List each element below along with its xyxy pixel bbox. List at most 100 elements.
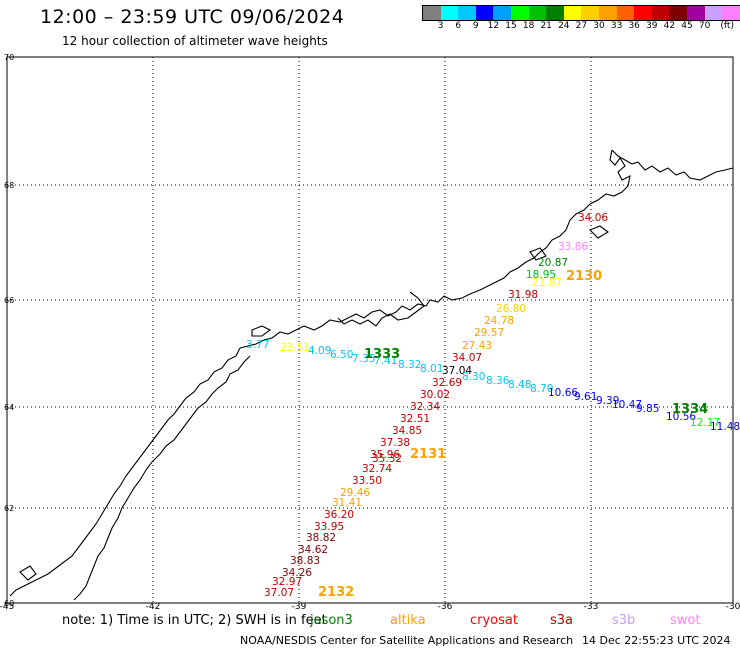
swh-value-label: 33.50 [352, 475, 382, 487]
swh-value-label: 6.50 [330, 349, 353, 361]
pass-id-label: 2132 [318, 585, 354, 600]
map-title: 12:00 – 23:59 UTC 09/06/2024 [40, 6, 345, 28]
swh-value-label: 34.07 [452, 352, 482, 364]
swh-value-label: 11.48 [710, 421, 740, 433]
swh-value-label: 8.30 [462, 371, 485, 383]
legend-swatch-7 [546, 6, 564, 20]
swh-value-label: 10.56 [666, 411, 696, 423]
pass-id-label: 2130 [566, 269, 602, 284]
swh-value-label: 9.85 [636, 403, 659, 415]
lat-tick-label: 66 [4, 296, 14, 305]
legend-swatch-13 [651, 6, 670, 20]
swh-value-label: 24.78 [484, 315, 514, 327]
swh-value-label: 7.35 [352, 353, 375, 365]
graticule-grid [7, 57, 733, 603]
swh-value-label: 21.87 [532, 277, 562, 289]
credit-text: NOAA/NESDIS Center for Satellite Applica… [240, 634, 574, 647]
pass-id-label: 1333 [364, 347, 400, 362]
legend-swatch-8 [563, 6, 582, 20]
swh-value-label: 8.70 [530, 383, 553, 395]
legend-tick: 3 [437, 21, 444, 31]
lon-tick-label: -45 [0, 602, 14, 610]
legend-tick: 18 [522, 21, 535, 31]
swh-value-label: 38.82 [306, 532, 336, 544]
legend-swatch-14 [669, 6, 687, 20]
swh-value-label: 27.43 [462, 340, 492, 352]
lon-tick-label: -33 [584, 602, 599, 610]
legend-swatch-6 [528, 6, 547, 20]
swh-value-label: 32.51 [400, 413, 430, 425]
swh-value-label: 38.83 [290, 555, 320, 567]
satellite-legend-item: cryosat [470, 613, 518, 628]
satellite-legend-item: s3b [612, 613, 636, 628]
map-subtitle: 12 hour collection of altimeter wave hei… [62, 34, 328, 48]
swh-value-label: 3.77 [246, 339, 269, 351]
legend-tick: 30 [593, 21, 605, 31]
swh-value-label: 8.48 [508, 379, 531, 391]
legend-tick: 27 [575, 21, 588, 31]
lat-tick-label: 60 [4, 599, 14, 608]
swh-value-label: 9.39 [596, 395, 619, 407]
swh-value-label: 34.62 [298, 544, 328, 556]
legend-swatch-0 [423, 6, 441, 20]
legend-tick: 45 [681, 21, 693, 31]
lat-tick-label: 64 [4, 403, 14, 412]
footer-note-text: note: 1) Time is in UTC; 2) SWH is in fe… [62, 613, 327, 628]
swh-value-label: 32.74 [362, 463, 392, 475]
legend-swatch-4 [493, 6, 511, 20]
swh-value-label: 10.47 [612, 399, 642, 411]
swh-value-label: 10.66 [548, 387, 578, 399]
satellite-legend-item: swot [670, 613, 701, 628]
footer-note: note: 1) Time is in UTC; 2) SWH is in fe… [62, 613, 327, 628]
legend-tick: 42 [663, 21, 676, 31]
swh-value-label: 35.96 [370, 449, 400, 461]
swh-value-label: 33.86 [558, 241, 588, 253]
legend-tick: 24 [558, 21, 570, 31]
swh-value-label: 34.85 [392, 425, 422, 437]
swh-value-label: 31.41 [332, 497, 362, 509]
legend-tick: 39 [646, 21, 658, 31]
swh-value-label: 8.01 [420, 363, 443, 375]
swh-value-label: 37.07 [264, 587, 294, 599]
satellite-legend-item: s3a [550, 613, 574, 628]
swh-value-label: 4.09 [308, 345, 331, 357]
generation-timestamp: 14 Dec 22:55:23 UTC 2024 [582, 634, 731, 647]
swh-value-label: 37.38 [380, 437, 410, 449]
legend-tick: 12 [487, 21, 500, 31]
greenland-coastline [9, 149, 734, 601]
swh-value-label: 8.36 [486, 375, 510, 387]
color-scale-labels: 3 6 9 12 15 18 21 24 27 30 33 36 39 42 45 70 (ft) [422, 21, 734, 33]
swh-value-label: 18.95 [526, 269, 556, 281]
legend-tick: 15 [505, 21, 517, 31]
legend-swatch-17 [722, 6, 740, 20]
swh-value-label: 32.69 [432, 377, 462, 389]
satellite-legend-item: jason3 [310, 613, 353, 628]
pass-id-label: 2131 [410, 447, 446, 462]
swh-value-label: 29.46 [340, 487, 370, 499]
legend-swatch-16 [704, 6, 723, 20]
legend-tick: 6 [455, 21, 462, 31]
lat-tick-label: 68 [4, 181, 14, 190]
legend-tick: 36 [628, 21, 640, 31]
swh-value-label: 12.17 [690, 417, 720, 429]
swh-value-label: 26.80 [496, 303, 526, 315]
legend-tick: 21 [540, 21, 552, 31]
axis-tick-labels: 70 68 66 64 62 60-45 -42 -39 -36 -33 -30 [0, 53, 740, 610]
legend-swatch-12 [634, 6, 652, 20]
swh-value-label: 20.87 [538, 257, 568, 269]
swh-value-label: 33.95 [314, 521, 344, 533]
legend-tick: 70 [698, 21, 711, 31]
swh-value-label: 32.34 [410, 401, 440, 413]
lon-tick-label: -39 [292, 602, 307, 610]
swh-value-label: 30.02 [420, 389, 450, 401]
legend-swatch-3 [475, 6, 494, 20]
pass-id-labels: 1333 1334 2130 2131 2132 [318, 269, 708, 600]
legend-swatch-11 [616, 6, 635, 20]
lat-tick-label: 70 [4, 53, 14, 62]
swh-value-label: 35.32 [372, 453, 402, 465]
legend-swatch-2 [458, 6, 476, 20]
swh-value-label: 34.26 [282, 567, 312, 579]
swh-value-label: 7.41 [374, 355, 397, 367]
